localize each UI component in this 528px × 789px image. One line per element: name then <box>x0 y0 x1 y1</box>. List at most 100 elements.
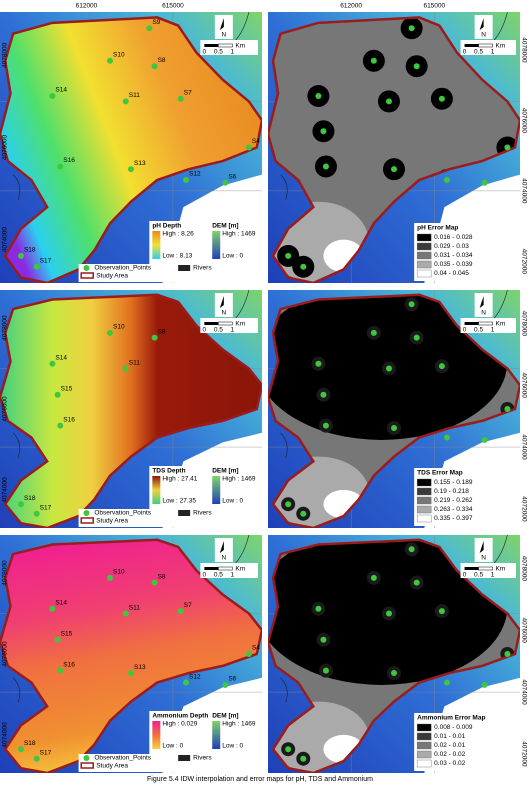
scale-unit: Km <box>496 43 506 50</box>
station-label: S18 <box>24 495 36 502</box>
dem-low: Low : 0 <box>222 498 243 505</box>
map-panel: N 0 0.5 1Km 612000 615000 4078000 4076000 407400… <box>268 3 527 283</box>
legend-ramp <box>152 721 161 749</box>
observation-point <box>222 179 229 186</box>
dem-title: DEM [m] <box>212 468 238 475</box>
observation-point <box>438 363 445 370</box>
y-axis-label: 4076000 <box>520 373 527 399</box>
scale-box <box>200 563 258 578</box>
observation-point <box>122 365 129 372</box>
scale-box <box>460 318 516 333</box>
scale-unit: Km <box>496 321 506 328</box>
y-axis-label: 4076000 <box>520 618 527 644</box>
scale-unit: Km <box>235 43 245 50</box>
legend-class: 0.031 - 0.034 <box>434 252 473 259</box>
station-label: S17 <box>40 504 52 511</box>
legend-low: Low : 27.35 <box>162 498 196 505</box>
dem-ramp <box>212 721 221 749</box>
legend-class: 0.016 - 0.028 <box>434 234 473 241</box>
legend-class: 0.04 - 0.045 <box>434 270 469 277</box>
legend-point <box>83 265 90 271</box>
observation-point <box>177 608 184 615</box>
observation-point <box>57 422 64 429</box>
legend-swatch <box>416 759 432 768</box>
map-panel: N 0 0.5 1Km 4078000 4076000 4074000 4072000 TDS … <box>268 290 527 528</box>
y-axis-label: 4078000 <box>520 556 527 582</box>
north-label: N <box>221 32 226 39</box>
legend-label: Observation_Points <box>94 510 151 517</box>
legend-label: Rivers <box>193 510 212 517</box>
map-panel: S10 S8 S14 S11 S15 S16 S18 S17 N 0 0.5 1Km 4078000 40… <box>0 290 262 528</box>
scale-bar <box>478 566 493 571</box>
legend-swatch <box>416 514 432 523</box>
legend-swatch <box>416 233 432 242</box>
legend-box <box>78 509 260 527</box>
scale-label: 0 <box>463 572 467 579</box>
dem-ramp <box>212 476 221 504</box>
north-label: N <box>481 32 486 39</box>
legend-box <box>414 223 518 281</box>
legend-class: 0.008 - 0.009 <box>434 724 473 731</box>
legend-swatch <box>416 260 432 269</box>
observation-point <box>413 579 420 586</box>
observation-point <box>285 746 292 753</box>
station-label: S10 <box>113 51 125 58</box>
error-class <box>268 294 508 440</box>
scale-bar <box>464 322 479 325</box>
y-axis-label: 4078000 <box>520 311 527 337</box>
observation-point <box>443 679 450 686</box>
station-label: S11 <box>129 359 140 366</box>
scale-label: 0 <box>203 327 207 334</box>
scale-label: 0 <box>463 327 467 334</box>
scale-label: 0.5 <box>474 327 483 334</box>
observation-point <box>504 144 511 151</box>
legend-river <box>178 510 191 516</box>
legend-class: 0.263 - 0.334 <box>434 506 473 513</box>
legend-swatch <box>416 478 432 487</box>
legend-area <box>80 762 94 769</box>
y-axis-label: 4078000 <box>2 42 9 68</box>
observation-point <box>315 93 322 100</box>
station-label: S17 <box>40 749 52 756</box>
map-panel: N 0 0.5 1Km 4078000 4076000 4074000 4072000 Ammo… <box>268 535 527 773</box>
north-arrow <box>479 18 484 30</box>
legend-box <box>78 264 260 282</box>
legend-title: TDS Depth <box>152 468 185 475</box>
dem-title: DEM [m] <box>212 223 238 230</box>
legend-box <box>414 468 518 526</box>
observation-point <box>370 329 377 336</box>
observation-point <box>413 63 420 70</box>
map-body: S9 S10 S8 S14 S11 S7 S4 S16 S13 S12 S6 S18 S17 N 0 0.5 1… <box>0 12 262 283</box>
legend-box <box>149 221 260 265</box>
observation-point <box>49 605 56 612</box>
scale-label: 1 <box>491 49 495 56</box>
dem-title: DEM [m] <box>212 713 238 720</box>
study-area <box>268 16 520 283</box>
station-label: S13 <box>134 160 146 167</box>
y-axis-label: 4074000 <box>2 477 9 503</box>
observation-point <box>504 651 511 657</box>
station-label: S8 <box>158 573 166 580</box>
station-label: S16 <box>63 661 75 668</box>
legend-box <box>149 466 260 510</box>
y-axis-label: 4072000 <box>520 496 527 522</box>
station-label: S7 <box>184 89 192 96</box>
legend-swatch <box>416 732 432 741</box>
observation-point <box>54 391 61 398</box>
observation-point <box>151 579 158 586</box>
legend-swatch <box>416 741 432 750</box>
observation-point <box>54 636 61 643</box>
station-label: S14 <box>55 354 67 361</box>
legend-high: High : 8.26 <box>162 231 194 238</box>
north-arrow <box>219 18 224 30</box>
station-label: S12 <box>189 673 201 680</box>
scale-label: 1 <box>231 572 235 579</box>
legend-class: 0.155 - 0.189 <box>434 479 473 486</box>
observation-point <box>245 144 252 151</box>
observation-point <box>391 670 397 677</box>
legend-class: 0.029 - 0.03 <box>434 243 469 250</box>
observation-point <box>322 667 329 674</box>
observation-point <box>370 57 377 64</box>
observation-point <box>17 252 24 259</box>
